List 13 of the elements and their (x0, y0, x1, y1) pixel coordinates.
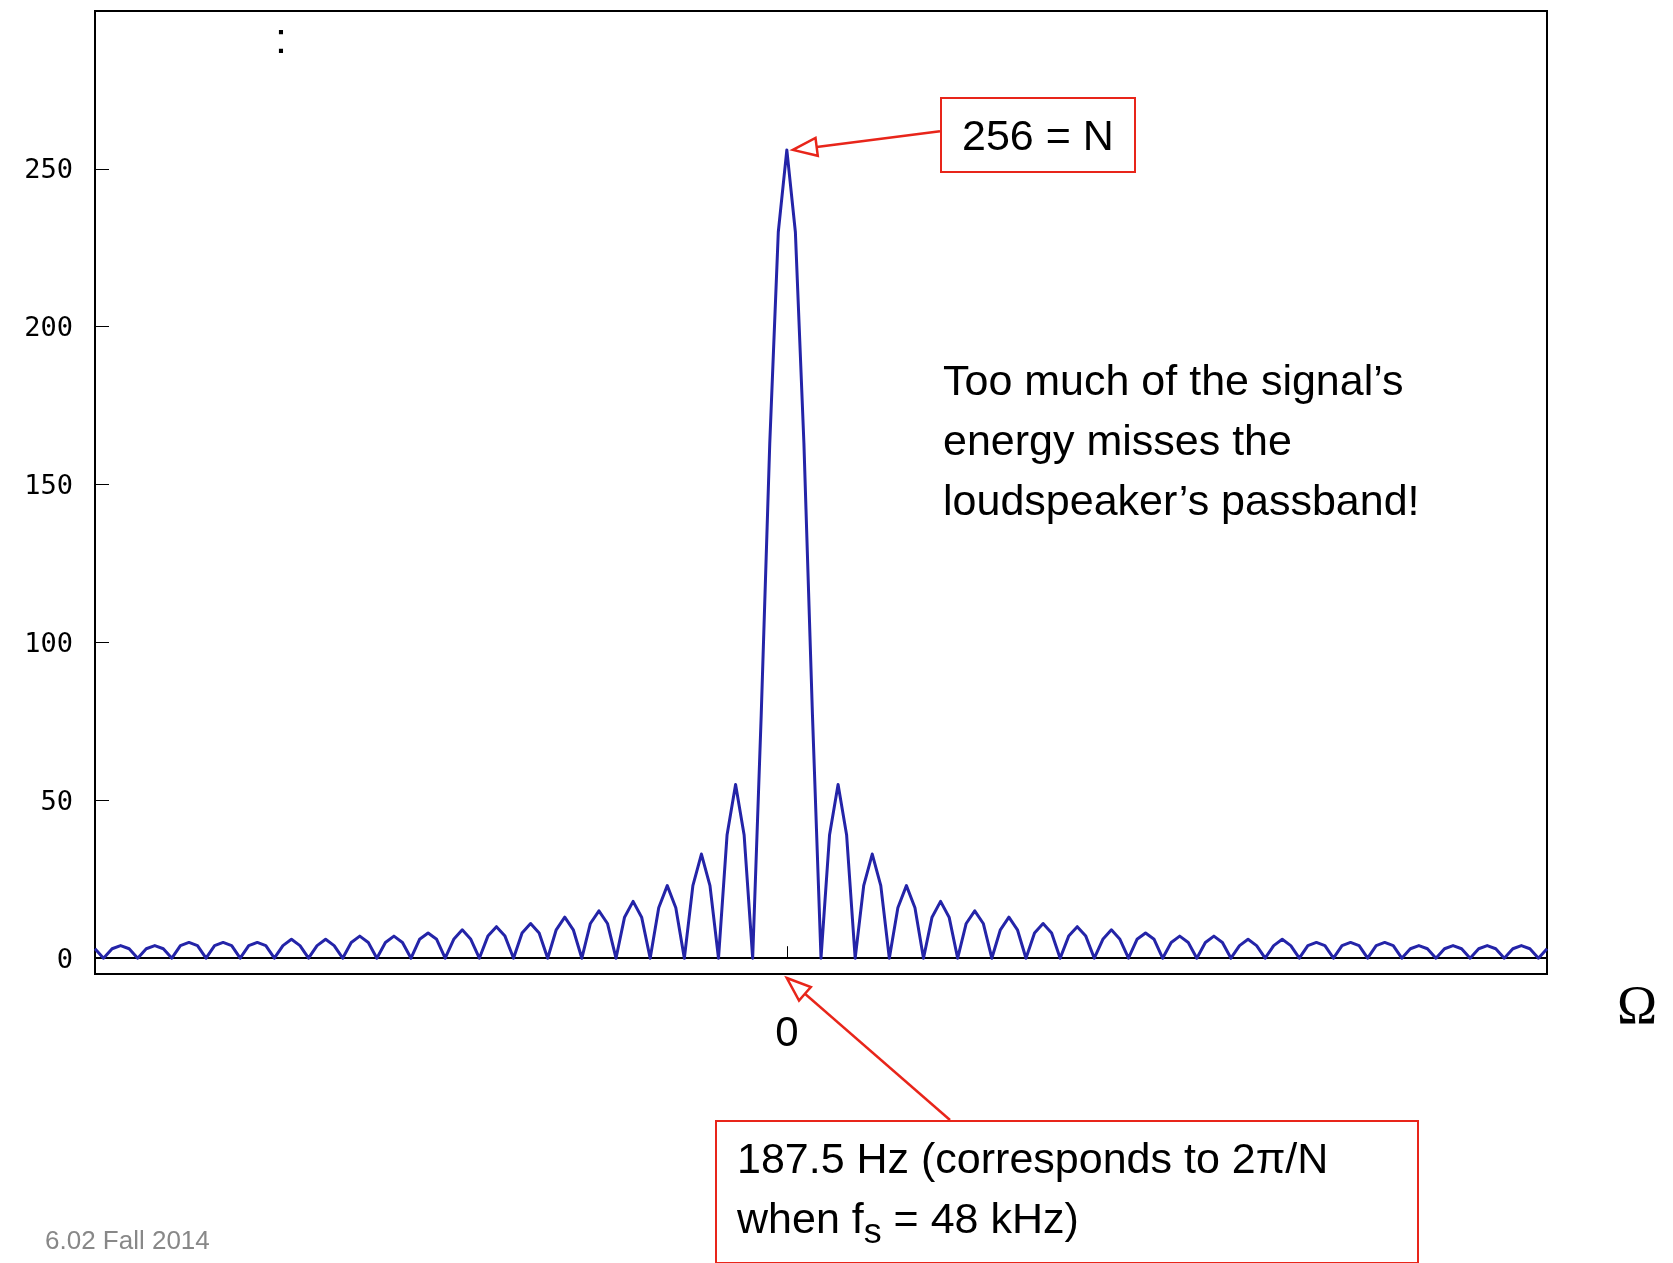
text: 187.5 Hz (corresponds to 2π/N when f$_{s}$ = 48 kHz) (715, 1120, 1419, 1263)
y-tick-label: 0 (56, 942, 73, 974)
y-tick-label: 100 (24, 626, 73, 658)
y-tick-label: 200 (24, 311, 73, 343)
y-tick-label: 150 (24, 469, 73, 501)
line-series (93, 148, 1549, 960)
annotation: : (275, 13, 287, 64)
annotation: Too much of the signal’s energy misses the loudspeaker’s passband! (943, 355, 1421, 527)
y-tick-label: 50 (40, 784, 73, 816)
x-axis-title: Ω (1617, 975, 1658, 1036)
text: 6.02 Fall 2014 (45, 1224, 210, 1257)
y-tick-label: 250 (24, 153, 73, 185)
annotation: 256 = N (940, 97, 1136, 174)
